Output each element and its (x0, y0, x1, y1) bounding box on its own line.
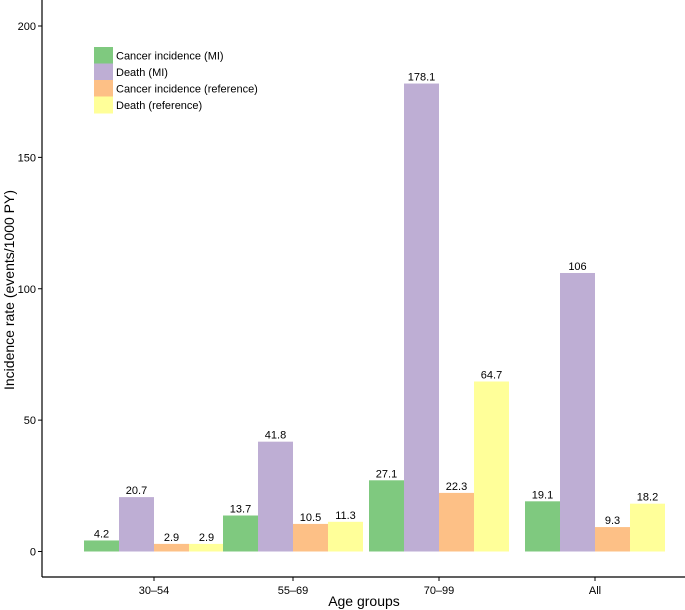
legend-label: Death (reference) (116, 100, 202, 112)
legend-swatch (94, 47, 113, 64)
legend-swatch (94, 80, 113, 97)
bar-value-label: 10.5 (300, 512, 321, 524)
bar-value-label: 19.1 (532, 489, 553, 501)
x-axis-ticks: 30–54 55–69 70–99 All (139, 577, 601, 597)
bar-value-label: 178.1 (408, 72, 436, 84)
legend-label: Cancer incidence (MI) (116, 51, 224, 63)
x-tick-label: 30–54 (139, 585, 170, 597)
bar (369, 480, 404, 552)
bar-value-label: 20.7 (126, 485, 147, 497)
bar (189, 543, 224, 552)
legend-swatch (94, 63, 113, 81)
bar (560, 272, 595, 552)
bar-value-label: 106 (568, 261, 586, 273)
legend-label: Death (MI) (116, 67, 168, 79)
y-axis-ticks: 0 50 100 150 200 (18, 21, 42, 559)
x-tick-label: 55–69 (278, 585, 309, 597)
y-tick-label: 50 (24, 415, 36, 427)
bar-value-label: 27.1 (376, 468, 397, 480)
bar (630, 503, 665, 552)
bar (439, 492, 474, 552)
bar (84, 540, 119, 552)
y-tick-label: 200 (18, 21, 36, 33)
bar (595, 527, 630, 552)
bar (328, 521, 363, 552)
bar (119, 497, 154, 552)
bar-value-label: 13.7 (230, 504, 251, 516)
legend-swatch (94, 96, 113, 114)
x-tick-label: All (589, 585, 601, 597)
bar (293, 523, 328, 552)
bar (154, 543, 189, 552)
data-labels: 4.2 20.7 2.9 2.9 13.7 41.8 10.5 11.3 27.1 178.1 22… (94, 72, 658, 544)
bar-value-label: 22.3 (446, 481, 467, 493)
bar (258, 441, 293, 552)
bar (223, 515, 258, 552)
bar-value-label: 9.3 (605, 515, 620, 527)
y-axis-title: Incidence rate (events/1000 PY) (1, 190, 17, 390)
bar (404, 83, 439, 552)
y-tick-label: 150 (18, 152, 36, 164)
legend-label: Cancer incidence (reference) (116, 84, 258, 96)
bar (525, 501, 560, 552)
bar-value-label: 2.9 (164, 532, 179, 544)
bar-value-label: 11.3 (335, 510, 356, 522)
bar-value-label: 41.8 (265, 430, 286, 442)
bar-value-label: 18.2 (637, 492, 658, 504)
y-tick-label: 100 (18, 284, 36, 296)
x-tick-label: 70–99 (424, 585, 455, 597)
bar-value-label: 4.2 (94, 528, 109, 540)
legend: Cancer incidence (MI) Death (MI) Cancer in… (94, 47, 258, 114)
bars (84, 83, 665, 552)
bar-value-label: 2.9 (199, 532, 214, 544)
bar-value-label: 64.7 (481, 370, 502, 382)
x-axis-title: Age groups (328, 593, 400, 609)
bar (474, 381, 509, 552)
y-tick-label: 0 (30, 547, 36, 559)
